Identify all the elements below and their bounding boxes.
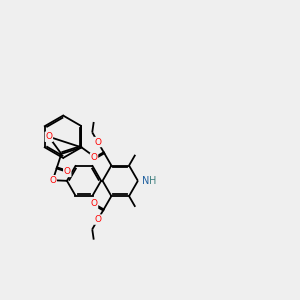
Text: O: O <box>94 215 101 224</box>
Text: O: O <box>94 138 101 147</box>
Text: O: O <box>45 132 52 141</box>
Text: O: O <box>49 176 56 185</box>
Text: O: O <box>64 167 71 176</box>
Text: O: O <box>91 199 98 208</box>
Text: O: O <box>91 153 98 162</box>
Text: H: H <box>149 176 156 186</box>
Text: N: N <box>142 176 149 186</box>
